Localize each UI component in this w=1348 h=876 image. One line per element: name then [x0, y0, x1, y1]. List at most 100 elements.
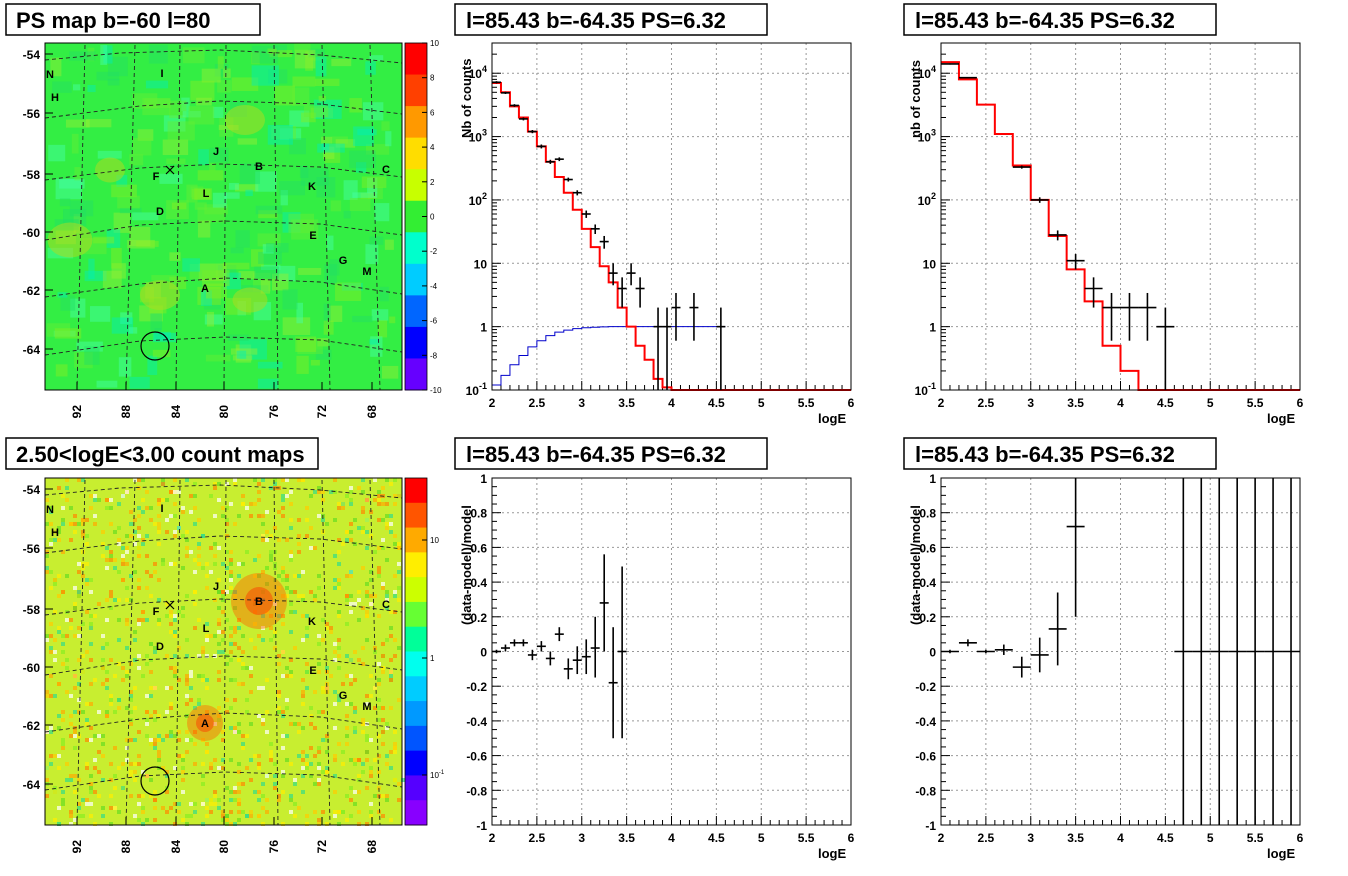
- source-label-f: F: [153, 606, 160, 618]
- map-pixel: [273, 566, 277, 570]
- map-pixel: [285, 578, 289, 582]
- map-pixel: [349, 502, 353, 506]
- map-pixel: [257, 754, 261, 758]
- map-texture: [279, 180, 305, 196]
- map-pixel: [257, 634, 261, 638]
- map-pixel: [373, 498, 377, 502]
- map-pixel: [153, 818, 157, 822]
- map-pixel: [193, 522, 197, 526]
- map-pixel: [365, 638, 369, 642]
- map-pixel: [85, 766, 89, 770]
- map-pixel: [113, 598, 117, 602]
- map-pixel: [65, 478, 69, 482]
- map-texture: [204, 314, 223, 325]
- map-pixel: [221, 562, 225, 566]
- map-pixel: [177, 802, 181, 806]
- map-texture: [132, 93, 158, 109]
- map-pixel: [125, 562, 129, 566]
- map-pixel: [61, 650, 65, 654]
- map-texture: [365, 244, 379, 265]
- map-pixel: [333, 758, 337, 762]
- map-pixel: [309, 762, 313, 766]
- colorbar-label: -6: [430, 317, 438, 326]
- map-pixel: [289, 602, 293, 606]
- colorbar-label: -8: [430, 351, 438, 360]
- map-pixel: [229, 798, 233, 802]
- map-pixel: [229, 502, 233, 506]
- map-pixel: [225, 662, 229, 666]
- map-pixel: [173, 618, 177, 622]
- map-pixel: [129, 722, 133, 726]
- x-axis-label: logE: [1267, 846, 1295, 861]
- map-pixel: [337, 742, 341, 746]
- map-pixel: [361, 526, 365, 530]
- map-pixel: [57, 526, 61, 530]
- map-pixel: [225, 786, 229, 790]
- map-texture: [279, 128, 302, 140]
- map-pixel: [237, 722, 241, 726]
- map-texture: [315, 349, 332, 360]
- map-pixel: [77, 778, 81, 782]
- map-pixel: [281, 674, 285, 678]
- map-pixel: [249, 666, 253, 670]
- map-pixel: [133, 686, 137, 690]
- map-pixel: [141, 478, 145, 482]
- map-texture: [296, 302, 304, 324]
- map-pixel: [365, 530, 369, 534]
- map-pixel: [301, 750, 305, 754]
- map-pixel: [333, 754, 337, 758]
- map-pixel: [149, 518, 153, 522]
- map-pixel: [77, 814, 81, 818]
- map-pixel: [253, 646, 257, 650]
- map-pixel: [293, 722, 297, 726]
- latitude-gridline: [44, 49, 403, 64]
- map-pixel: [285, 574, 289, 578]
- map-y-tick-label: -58: [23, 168, 41, 182]
- map-pixel: [57, 714, 61, 718]
- y-tick-label: 0.8: [919, 507, 936, 521]
- map-pixel: [293, 646, 297, 650]
- map-pixel: [89, 786, 93, 790]
- map-texture: [191, 188, 211, 200]
- map-pixel: [185, 750, 189, 754]
- map-pixel: [237, 810, 241, 814]
- map-pixel: [125, 670, 129, 674]
- map-pixel: [109, 762, 113, 766]
- map-pixel: [349, 758, 353, 762]
- y-tick-label: 0.6: [919, 541, 936, 555]
- map-pixel: [89, 626, 93, 630]
- map-pixel: [133, 770, 137, 774]
- map-pixel: [93, 822, 97, 826]
- map-pixel: [317, 574, 321, 578]
- map-pixel: [49, 650, 53, 654]
- y-tick-label: 0: [929, 646, 936, 660]
- x-tick-label: 5.5: [798, 396, 815, 410]
- map-texture: [159, 173, 183, 184]
- map-pixel: [193, 494, 197, 498]
- map-pixel: [229, 590, 233, 594]
- map-pixel: [217, 642, 221, 646]
- map-pixel: [257, 598, 261, 602]
- longitude-gridline: [223, 479, 227, 826]
- map-pixel: [129, 662, 133, 666]
- map-pixel: [305, 518, 309, 522]
- residual-chart-2: l=85.43 b=-64.35 PS=6.32 logE (data-mode…: [903, 437, 1304, 861]
- map-pixel: [381, 518, 385, 522]
- map-pixel: [357, 758, 361, 762]
- map-pixel: [369, 802, 373, 806]
- map-texture: [152, 332, 177, 343]
- map-pixel: [73, 606, 77, 610]
- map-texture: [65, 119, 90, 128]
- map-pixel: [165, 530, 169, 534]
- map-pixel: [185, 538, 189, 542]
- map-pixel: [89, 590, 93, 594]
- colorbar-label: 4: [430, 143, 435, 152]
- y-tick-label: -0.6: [915, 750, 936, 764]
- map-pixel: [313, 810, 317, 814]
- map-texture: [151, 275, 177, 281]
- map-pixel: [297, 542, 301, 546]
- source-label-l: L: [203, 623, 210, 635]
- map-pixel: [285, 706, 289, 710]
- map-pixel: [77, 626, 81, 630]
- map-pixel: [49, 622, 53, 626]
